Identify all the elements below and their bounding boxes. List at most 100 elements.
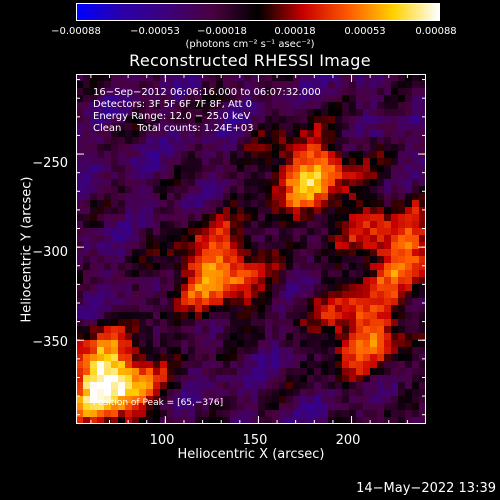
colorbar-tick-label: 0.00053 xyxy=(344,26,386,37)
heatmap-cell xyxy=(335,389,343,397)
heatmap-cell xyxy=(118,375,126,383)
heatmap-cell xyxy=(279,319,287,327)
heatmap-cell xyxy=(237,249,245,257)
heatmap-cell xyxy=(349,88,357,96)
heatmap-cell xyxy=(244,102,252,110)
heatmap-cell xyxy=(265,305,273,313)
heatmap-cell xyxy=(314,389,322,397)
heatmap-cell xyxy=(153,130,161,138)
heatmap-cell xyxy=(118,396,126,404)
heatmap-cell xyxy=(419,88,426,96)
heatmap-cell xyxy=(146,151,154,159)
heatmap-cell xyxy=(349,200,357,208)
heatmap-cell xyxy=(314,200,322,208)
heatmap-cell xyxy=(314,88,322,96)
heatmap-cell xyxy=(286,235,294,243)
heatmap-cell xyxy=(272,319,280,327)
heatmap-cell xyxy=(181,109,189,117)
heatmap-cell xyxy=(314,130,322,138)
heatmap-cell xyxy=(321,221,329,229)
heatmap-cell xyxy=(300,172,308,180)
heatmap-cell xyxy=(286,256,294,264)
heatmap-cell xyxy=(363,172,371,180)
heatmap-cell xyxy=(230,368,238,376)
info-total-counts: Clean Total counts: 1.24E+03 xyxy=(93,123,254,134)
heatmap-cell xyxy=(377,200,385,208)
heatmap-cell xyxy=(244,249,252,257)
heatmap-cell xyxy=(328,186,336,194)
heatmap-cell xyxy=(83,298,91,306)
heatmap-cell xyxy=(321,312,329,320)
heatmap-cell xyxy=(279,95,287,103)
heatmap-cell xyxy=(104,375,112,383)
heatmap-cell xyxy=(265,291,273,299)
heatmap-cell xyxy=(244,396,252,404)
heatmap-cell xyxy=(153,403,161,411)
heatmap-cell xyxy=(363,88,371,96)
heatmap-cell xyxy=(391,417,399,424)
heatmap-cell xyxy=(279,165,287,173)
heatmap-cell xyxy=(167,228,175,236)
heatmap-cell xyxy=(321,109,329,117)
heatmap-cell xyxy=(279,249,287,257)
heatmap-cell xyxy=(293,333,301,341)
info-detectors: Detectors: 3F 5F 6F 7F 8F, Att 0 xyxy=(93,99,253,110)
heatmap-cell xyxy=(167,200,175,208)
heatmap-cell xyxy=(370,249,378,257)
heatmap-cell xyxy=(405,95,413,103)
heatmap-cell xyxy=(76,389,84,397)
heatmap-cell xyxy=(174,291,182,299)
heatmap-cell xyxy=(174,284,182,292)
heatmap-cell xyxy=(384,417,392,424)
heatmap-cell xyxy=(174,354,182,362)
heatmap-cell xyxy=(153,137,161,145)
heatmap-cell xyxy=(314,270,322,278)
heatmap-cell xyxy=(279,375,287,383)
heatmap-cell xyxy=(272,200,280,208)
heatmap-cell xyxy=(251,375,259,383)
heatmap-cell xyxy=(237,221,245,229)
heatmap-cell xyxy=(258,137,266,145)
heatmap-cell xyxy=(307,151,315,159)
heatmap-cell xyxy=(419,305,426,313)
heatmap-cell xyxy=(293,284,301,292)
heatmap-cell xyxy=(195,186,203,194)
heatmap-cell xyxy=(139,333,147,341)
heatmap-cell xyxy=(111,144,119,152)
heatmap-cell xyxy=(405,284,413,292)
heatmap-cell xyxy=(132,277,140,285)
heatmap-cell xyxy=(300,158,308,166)
heatmap-cell xyxy=(265,207,273,215)
heatmap-cell xyxy=(272,165,280,173)
heatmap-cell xyxy=(342,158,350,166)
heatmap-cell xyxy=(286,242,294,250)
heatmap-cell xyxy=(237,263,245,271)
heatmap-cell xyxy=(195,193,203,201)
heatmap-cell xyxy=(370,382,378,390)
heatmap-cell xyxy=(384,242,392,250)
heatmap-cell xyxy=(321,382,329,390)
heatmap-cell xyxy=(195,221,203,229)
heatmap-cell xyxy=(223,221,231,229)
heatmap-cell xyxy=(314,123,322,131)
heatmap-cell xyxy=(293,249,301,257)
heatmap-cell xyxy=(363,312,371,320)
heatmap-cell xyxy=(356,123,364,131)
heatmap-cell xyxy=(307,284,315,292)
heatmap-cell xyxy=(125,298,133,306)
heatmap-cell xyxy=(356,312,364,320)
heatmap-cell xyxy=(118,88,126,96)
heatmap-cell xyxy=(370,158,378,166)
heatmap-cell xyxy=(384,284,392,292)
heatmap-cell xyxy=(272,361,280,369)
heatmap-cell xyxy=(286,130,294,138)
heatmap-cell xyxy=(419,382,426,390)
heatmap-cell xyxy=(104,179,112,187)
heatmap-cell xyxy=(118,193,126,201)
heatmap-cell xyxy=(216,172,224,180)
heatmap-cell xyxy=(265,95,273,103)
heatmap-cell xyxy=(314,81,322,89)
heatmap-cell xyxy=(384,193,392,201)
heatmap-cell xyxy=(223,298,231,306)
heatmap-cell xyxy=(97,417,105,424)
